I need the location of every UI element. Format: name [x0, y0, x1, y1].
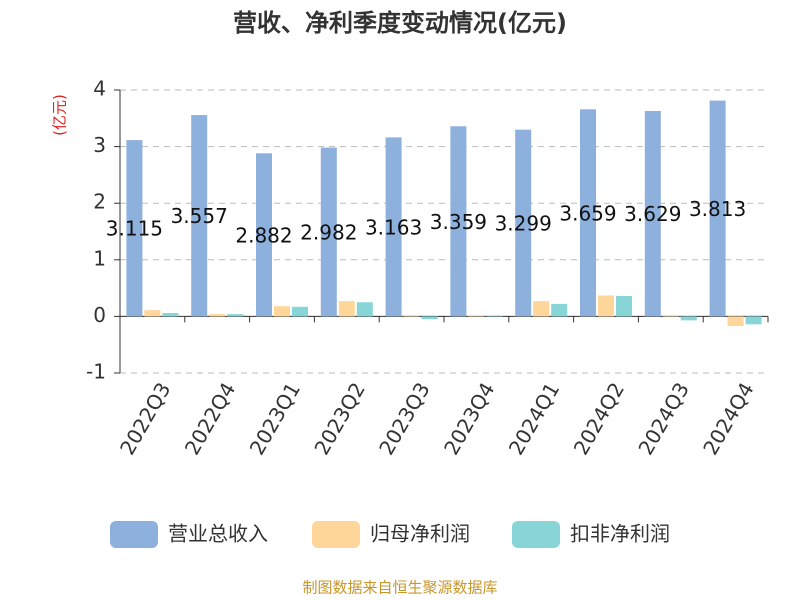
bar	[515, 129, 532, 317]
bar	[292, 306, 308, 317]
bar	[274, 306, 290, 317]
y-tick-label: -1	[86, 360, 106, 384]
bar	[256, 153, 272, 317]
x-tick-label: 2022Q3	[115, 378, 175, 459]
bar	[191, 115, 208, 317]
data-label: 3.659	[559, 201, 616, 225]
bar	[209, 314, 226, 317]
x-tick-label: 2023Q1	[245, 378, 305, 459]
bar	[662, 315, 679, 317]
bar	[227, 314, 244, 317]
x-tick-label: 2024Q4	[698, 378, 758, 459]
y-tick-label: 4	[93, 77, 106, 101]
x-tick-label: 2024Q3	[633, 378, 693, 459]
data-label: 3.163	[365, 215, 422, 239]
legend-label: 扣非净利润	[570, 522, 670, 546]
x-tick-label: 2023Q3	[374, 378, 434, 459]
bar	[356, 302, 373, 317]
legend-swatch	[312, 521, 360, 548]
legend-label: 营业总收入	[168, 522, 268, 546]
bar	[486, 315, 503, 317]
data-label: 2.882	[235, 223, 292, 247]
data-label: 3.557	[171, 204, 228, 228]
x-tick-label: 2024Q1	[504, 378, 564, 459]
x-tick-label: 2022Q4	[180, 378, 240, 459]
legend-swatch	[110, 521, 158, 548]
bar	[385, 137, 402, 317]
y-tick-label: 0	[93, 303, 106, 327]
x-tick-label: 2023Q4	[439, 378, 499, 459]
bar	[468, 315, 485, 317]
y-tick-label: 3	[93, 133, 106, 157]
bar	[320, 147, 337, 317]
bar	[727, 316, 744, 327]
bar	[533, 301, 550, 317]
data-label: 3.359	[430, 210, 487, 234]
chart-title: 营收、净利季度变动情况(亿元)	[233, 9, 567, 37]
bar	[580, 109, 596, 317]
bar	[616, 296, 632, 317]
bar	[421, 316, 438, 320]
bar	[126, 140, 143, 317]
y-tick-label: 2	[93, 190, 106, 214]
data-label: 2.982	[300, 221, 357, 245]
bar	[144, 310, 161, 317]
bar	[403, 315, 420, 317]
data-label: 3.629	[624, 202, 681, 226]
y-tick-label: 1	[93, 246, 106, 270]
bar	[644, 110, 661, 317]
x-tick-label: 2024Q2	[569, 378, 629, 459]
y-axis-label: (亿元)	[51, 94, 69, 136]
data-label: 3.115	[106, 217, 163, 241]
data-label: 3.299	[495, 212, 552, 236]
bar	[450, 126, 467, 317]
data-label: 3.813	[689, 197, 746, 221]
bar	[680, 316, 697, 321]
source-note: 制图数据来自恒生聚源数据库	[302, 579, 497, 597]
bar	[551, 303, 568, 317]
bar	[598, 295, 614, 317]
bar	[162, 313, 179, 317]
bar	[709, 100, 726, 317]
legend-swatch	[512, 521, 560, 548]
bar	[338, 301, 355, 317]
bar	[745, 316, 762, 325]
x-tick-label: 2023Q2	[309, 378, 369, 459]
legend-label: 归母净利润	[370, 522, 470, 546]
